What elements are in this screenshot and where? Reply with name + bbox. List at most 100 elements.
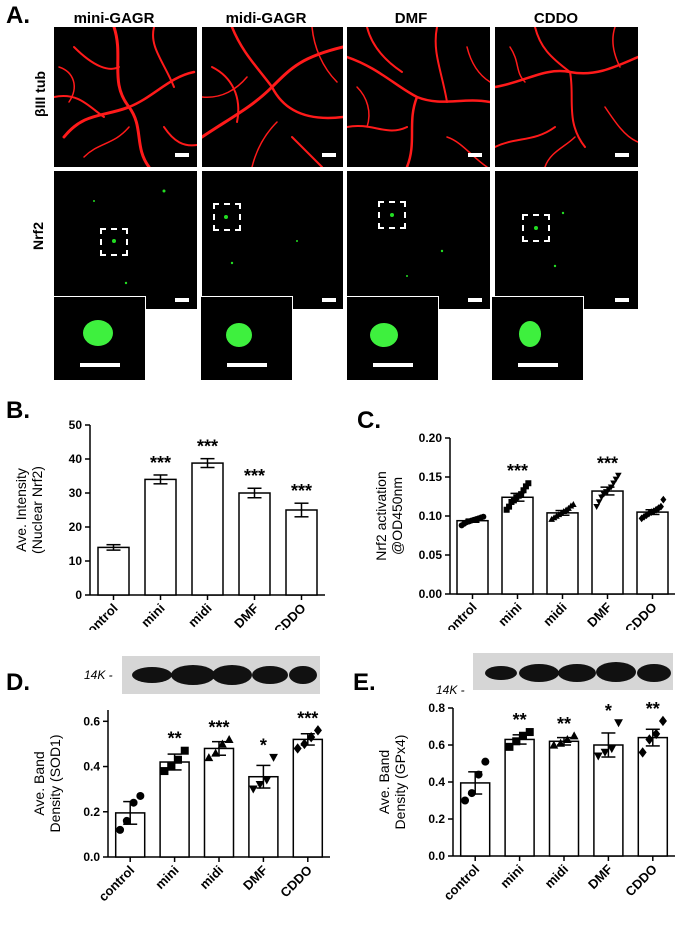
y-tick-label: 0.4 xyxy=(83,760,100,774)
x-tick-label-CDDO: CDDO xyxy=(622,600,660,630)
column-header-cddo: CDDO xyxy=(533,10,579,27)
data-point-mini xyxy=(518,491,525,498)
x-tick-label-control: control xyxy=(441,862,483,904)
data-point-midi xyxy=(217,739,227,748)
inset-region-box xyxy=(378,201,406,229)
inset-region-box xyxy=(100,228,128,256)
scale-bar xyxy=(373,363,413,367)
bar-midi xyxy=(191,462,224,596)
x-tick-label-midi: midi xyxy=(197,863,227,893)
bar-midi xyxy=(546,512,579,595)
bar-DMF xyxy=(238,492,271,596)
inset-region-box xyxy=(213,203,241,231)
data-point-midi xyxy=(224,735,234,743)
nrf2-image-dmf xyxy=(347,171,490,309)
data-point-mini xyxy=(522,483,529,490)
y-tick-label: 0.05 xyxy=(419,548,443,562)
data-point-DMF xyxy=(262,776,272,785)
y-axis-label-line2: @OD450nm xyxy=(389,477,405,555)
sod1-blot-size-label: 14K - xyxy=(84,668,113,682)
panel-a-label: A. xyxy=(6,2,30,29)
nrf2-puncta xyxy=(93,189,166,285)
data-point-mini xyxy=(167,762,176,771)
chart-b-nuclear-nrf2: B. Ave. Intensity (Nuclear Nrf2) 0 10 20 30 40 5… xyxy=(6,397,325,630)
scale-bar xyxy=(518,363,558,367)
sod1-western-blot xyxy=(122,656,320,694)
y-tick-label: 0.0 xyxy=(83,850,100,864)
data-point-DMF xyxy=(248,785,258,794)
data-point-mini xyxy=(525,728,534,737)
x-tick-label-CDDO: CDDO xyxy=(622,862,660,900)
x-tick-label-mini: mini xyxy=(495,600,525,630)
nucleus-inset-cddo xyxy=(491,296,584,381)
x-tick-label-mini: mini xyxy=(138,601,168,630)
data-point-control xyxy=(480,513,487,520)
x-tick-label-midi: midi xyxy=(542,862,572,892)
significance-marker: ** xyxy=(168,729,182,749)
nrf2-puncta xyxy=(534,211,565,268)
x-tick-label-control: control xyxy=(79,601,121,630)
y-tick-label: 20 xyxy=(69,520,83,534)
bar-mini xyxy=(504,738,535,857)
x-tick-label-control: control xyxy=(96,863,138,905)
gpx4-blot-size-label: 14K - xyxy=(436,683,465,697)
data-point-DMF xyxy=(255,781,265,790)
gpx4-western-blot xyxy=(473,653,673,690)
data-point-midi xyxy=(569,731,579,740)
y-tick-label: 0.00 xyxy=(419,587,443,601)
x-tick-label-mini: mini xyxy=(152,863,182,893)
bar-mini xyxy=(144,478,177,596)
data-point-CDDO xyxy=(638,747,647,758)
data-point-mini xyxy=(173,755,182,764)
neuron-image xyxy=(495,27,638,167)
blot-bands xyxy=(485,662,671,682)
scale-bar xyxy=(468,298,482,302)
nucleus-blob xyxy=(370,323,398,347)
x-tick-label-DMF: DMF xyxy=(231,600,262,630)
nucleus-blob xyxy=(226,323,252,347)
bar-control xyxy=(97,546,130,596)
column-header-dmf: DMF xyxy=(394,10,428,27)
column-header-midi-gagr: midi-GAGR xyxy=(225,10,307,27)
data-point-control xyxy=(116,825,125,834)
data-point-mini xyxy=(506,503,513,510)
nucleus-inset-dmf xyxy=(346,296,439,381)
significance-marker: * xyxy=(260,735,267,755)
nrf2-puncta xyxy=(224,215,298,265)
y-tick-label: 0.20 xyxy=(419,431,443,445)
data-point-control xyxy=(481,757,490,766)
y-tick-label: 0.2 xyxy=(428,812,445,826)
data-point-DMF xyxy=(615,472,622,479)
tubulin-image-midi xyxy=(202,27,343,167)
data-point-midi xyxy=(549,740,559,749)
x-tick-label-CDDO: CDDO xyxy=(277,863,315,901)
data-point-mini xyxy=(518,731,527,740)
bar-mini xyxy=(159,761,190,858)
y-tick-label: 50 xyxy=(69,418,83,432)
y-tick-label: 0.6 xyxy=(428,738,445,752)
y-axis-label-line1: Ave. Band xyxy=(376,750,392,814)
y-tick-label: 0.10 xyxy=(419,509,443,523)
significance-marker: *** xyxy=(150,453,171,473)
y-axis-label-line2: (Nuclear Nrf2) xyxy=(29,466,45,554)
data-point-CDDO xyxy=(660,495,667,504)
bar-CDDO xyxy=(636,511,669,595)
chart-e-gpx4: E. Ave. Band Density (GPx4) 0.0 0.2 0.4 0.6 0.8… xyxy=(353,669,675,904)
data-point-midi xyxy=(562,735,572,744)
inset-region-box xyxy=(522,214,550,242)
data-point-mini xyxy=(180,746,189,755)
bar-mini xyxy=(501,496,534,595)
data-point-CDDO xyxy=(638,514,645,523)
tubulin-image-cddo xyxy=(495,27,638,167)
scale-bar xyxy=(615,153,629,157)
nrf2-image-midi xyxy=(202,171,343,309)
neuron-image xyxy=(54,27,197,167)
data-point-CDDO xyxy=(652,728,661,740)
panel-label: D. xyxy=(6,669,30,696)
data-point-CDDO xyxy=(293,743,302,754)
neuron-image xyxy=(202,27,343,167)
y-axis-label-line1: Ave. Intensity xyxy=(13,468,29,552)
data-point-midi xyxy=(204,753,214,762)
data-point-mini xyxy=(510,497,517,504)
data-point-control xyxy=(129,798,138,807)
